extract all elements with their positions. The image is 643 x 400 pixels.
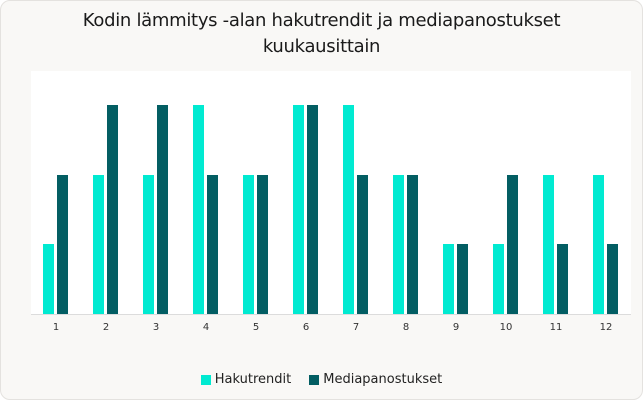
x-tick-label: 11 [549, 322, 563, 333]
bar-hakutrendit-11[interactable] [543, 175, 554, 314]
x-tick-label: 8 [402, 322, 410, 333]
bar-mediapanostukset-12[interactable] [607, 244, 618, 314]
x-tick-label: 12 [599, 322, 613, 333]
bar-mediapanostukset-7[interactable] [357, 175, 368, 314]
bar-hakutrendit-9[interactable] [443, 244, 454, 314]
x-tick-label: 1 [52, 322, 60, 333]
bar-mediapanostukset-9[interactable] [457, 244, 468, 314]
bar-hakutrendit-8[interactable] [393, 175, 404, 314]
bar-mediapanostukset-4[interactable] [207, 175, 218, 314]
bar-hakutrendit-10[interactable] [493, 244, 504, 314]
x-tick-label: 6 [302, 322, 310, 333]
bar-mediapanostukset-1[interactable] [57, 175, 68, 314]
legend: Hakutrendit Mediapanostukset [0, 372, 643, 387]
bar-hakutrendit-6[interactable] [293, 105, 304, 314]
legend-item-mediapanostukset[interactable]: Mediapanostukset [309, 372, 442, 387]
x-tick-label: 9 [452, 322, 460, 333]
bar-hakutrendit-1[interactable] [43, 244, 54, 314]
bar-mediapanostukset-10[interactable] [507, 175, 518, 314]
legend-item-hakutrendit[interactable]: Hakutrendit [200, 372, 292, 387]
x-tick-label: 10 [499, 322, 513, 333]
bar-hakutrendit-3[interactable] [143, 175, 154, 314]
bar-mediapanostukset-3[interactable] [157, 105, 168, 314]
x-tick-label: 5 [252, 322, 260, 333]
legend-label: Hakutrendit [214, 372, 292, 387]
legend-swatch-hakutrendit [200, 374, 211, 385]
bar-mediapanostukset-8[interactable] [407, 175, 418, 314]
x-tick-label: 2 [102, 322, 110, 333]
bar-mediapanostukset-11[interactable] [557, 244, 568, 314]
bar-mediapanostukset-5[interactable] [257, 175, 268, 314]
x-tick-label: 7 [352, 322, 360, 333]
bar-hakutrendit-7[interactable] [343, 105, 354, 314]
chart-title-line-1: Kodin lämmitys -alan hakutrendit ja medi… [82, 10, 561, 31]
chart-title: Kodin lämmitys -alan hakutrendit ja medi… [0, 8, 643, 60]
bar-mediapanostukset-6[interactable] [307, 105, 318, 314]
legend-swatch-mediapanostukset [309, 374, 320, 385]
chart-title-line-2: kuukausittain [262, 36, 381, 57]
bar-hakutrendit-4[interactable] [193, 105, 204, 314]
plot-area [31, 71, 631, 314]
legend-label: Mediapanostukset [323, 372, 443, 387]
bar-hakutrendit-12[interactable] [593, 175, 604, 314]
x-axis-line [31, 314, 631, 315]
bar-hakutrendit-2[interactable] [93, 175, 104, 314]
bar-hakutrendit-5[interactable] [243, 175, 254, 314]
x-tick-label: 3 [152, 322, 160, 333]
bar-mediapanostukset-2[interactable] [107, 105, 118, 314]
x-tick-label: 4 [202, 322, 210, 333]
